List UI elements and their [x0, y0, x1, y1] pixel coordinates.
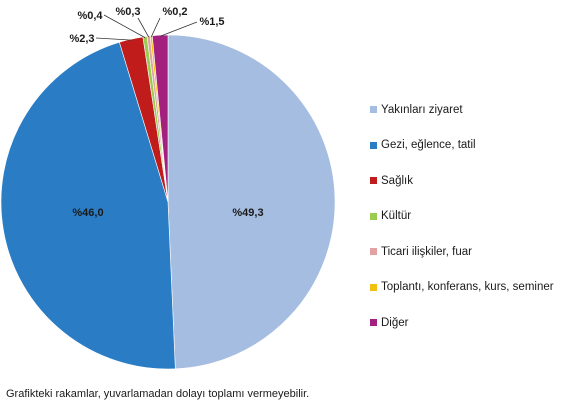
- legend-label: Gezi, eğlence, tatil: [381, 139, 476, 152]
- legend-swatch: [370, 248, 377, 256]
- legend-label: Yakınları ziyaret: [381, 103, 463, 116]
- legend-label: Toplantı, konferans, kurs, seminer: [381, 281, 554, 294]
- pie-slices: [0, 34, 336, 370]
- leader-line-4: [103, 14, 146, 38]
- chart-legend: Yakınları ziyaret Gezi, eğlence, tatil Sağ…: [370, 92, 554, 341]
- legend-item-7: Diğer: [370, 305, 554, 341]
- legend-label: Sağlık: [381, 174, 413, 187]
- legend-item-2: Gezi, eğlence, tatil: [370, 128, 554, 164]
- pie-chart: %49,3 %46,0 %2,3 %0,4 %0,3 %0,2 %1,5: [0, 6, 336, 370]
- legend-swatch: [370, 177, 377, 185]
- data-label-2: %46,0: [72, 207, 103, 219]
- legend-item-1: Yakınları ziyaret: [370, 92, 554, 128]
- legend-swatch: [370, 319, 377, 327]
- leader-line-5: [137, 17, 150, 38]
- data-label-6: %0,2: [162, 6, 187, 18]
- pie-slice-2: [0, 41, 176, 370]
- legend-label: Diğer: [381, 316, 409, 329]
- leader-line-6: [150, 17, 161, 37]
- data-label-4: %0,4: [77, 10, 103, 22]
- legend-label: Kültür: [381, 210, 412, 223]
- chart-footnote: Grafikteki rakamlar, yuvarlamadan dolayı…: [6, 388, 310, 400]
- legend-label: Ticari ilişkiler, fuar: [381, 245, 472, 258]
- leader-line-3: [95, 37, 132, 41]
- data-labels: %49,3 %46,0 %2,3 %0,4 %0,3 %0,2 %1,5: [69, 6, 263, 219]
- legend-item-5: Ticari ilişkiler, fuar: [370, 234, 554, 270]
- legend-swatch: [370, 141, 377, 149]
- pie-slice-7: [151, 34, 169, 203]
- data-label-1: %49,3: [232, 207, 263, 219]
- legend-item-4: Kültür: [370, 199, 554, 235]
- legend-swatch: [370, 283, 377, 291]
- data-label-3: %2,3: [69, 33, 94, 45]
- legend-item-3: Sağlık: [370, 163, 554, 199]
- legend-item-6: Toplantı, konferans, kurs, seminer: [370, 270, 554, 306]
- pie-slice-1: [167, 34, 336, 370]
- data-label-5: %0,3: [115, 6, 140, 18]
- data-label-7: %1,5: [199, 16, 224, 28]
- legend-swatch: [370, 106, 377, 114]
- legend-swatch: [370, 212, 377, 220]
- leader-line-7: [160, 21, 198, 37]
